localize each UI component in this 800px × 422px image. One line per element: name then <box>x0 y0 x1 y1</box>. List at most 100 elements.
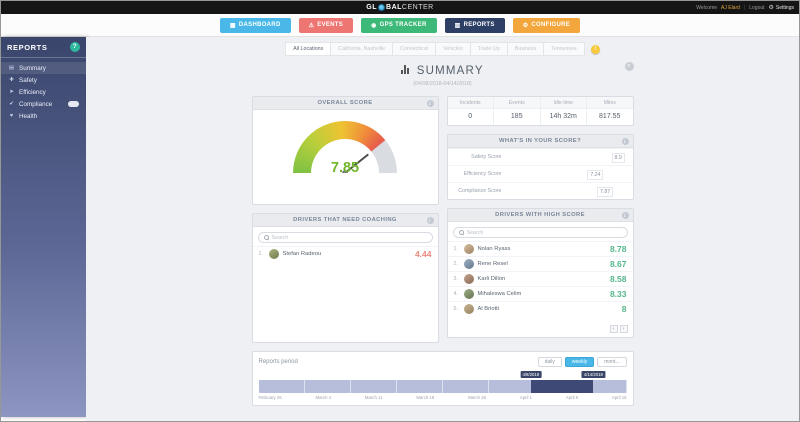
sidebar-title: REPORTS <box>7 42 48 52</box>
driver-name: Al Briotti <box>477 306 500 312</box>
stat-idle-time: Idle time 14h 32m <box>540 97 587 125</box>
shield-icon: ✚ <box>9 77 14 83</box>
tab-3[interactable]: Vehicles <box>436 43 471 55</box>
info-icon[interactable]: i <box>426 217 434 224</box>
tab-5[interactable]: Business <box>508 43 545 55</box>
info-icon[interactable]: i <box>621 212 629 219</box>
nav-dashboard-button[interactable]: ▦ DASHBOARD <box>219 17 291 33</box>
coaching-search <box>257 232 433 243</box>
subtab-row: All Locations California, Nashville Conn… <box>252 42 634 56</box>
reports-sidebar: REPORTS ? ▤ Summary ✚ Safety ➤ Efficienc… <box>1 37 86 417</box>
logo-text-right: CENTER <box>401 4 434 11</box>
tab-2[interactable]: Connecticut <box>393 43 437 55</box>
high-score-search-input[interactable] <box>466 229 622 236</box>
bar-label: Compliance Score <box>458 188 502 194</box>
sidebar-item-label: Compliance <box>19 100 53 108</box>
driver-row[interactable]: 1. Nolan Ryass 8.78 <box>447 241 633 256</box>
info-icon[interactable]: i <box>621 138 629 145</box>
tab-1[interactable]: California, Nashville <box>331 43 394 55</box>
sidebar-help-icon[interactable]: ? <box>70 42 80 52</box>
sidebar-item-safety[interactable]: ✚ Safety <box>1 74 86 86</box>
bar-value: 7.87 <box>597 186 614 197</box>
daily-button[interactable]: daily <box>537 357 562 367</box>
nav-label: GPS TRACKER <box>379 22 427 28</box>
driver-row[interactable]: 1. Stefan Radeou 4.44 <box>252 246 438 261</box>
axis-label: March 18 <box>416 395 435 400</box>
configure-gear-icon: ⚙ <box>522 22 529 29</box>
sidebar-item-efficiency[interactable]: ➤ Efficiency <box>1 86 86 98</box>
monthly-button[interactable]: mont... <box>597 357 627 367</box>
driver-name: Stefan Radeou <box>282 251 322 257</box>
bar-label: Safety Score <box>471 154 502 160</box>
next-page-button[interactable]: › <box>619 325 628 333</box>
tab-all-locations[interactable]: All Locations <box>286 43 332 55</box>
driver-name: Mihaleswa Celim <box>477 291 522 297</box>
sidebar-item-health[interactable]: ♥ Health <box>1 110 86 122</box>
axis-label: April 8 <box>565 395 579 400</box>
info-icon[interactable]: i <box>426 100 434 107</box>
nav-configure-button[interactable]: ⚙ CONFIGURE <box>512 17 581 33</box>
stat-value: 14h 32m <box>549 113 577 120</box>
report-chart-icon: ▥ <box>454 22 461 29</box>
axis-label: March 4 <box>315 395 332 400</box>
tab-4[interactable]: Trade Up <box>471 43 508 55</box>
pagination: ‹ › <box>448 322 633 337</box>
period-timeline[interactable] <box>258 380 627 393</box>
driver-rank: 1. <box>258 251 263 257</box>
stat-value: 0 <box>468 113 473 120</box>
sidebar-item-compliance[interactable]: ✔ Compliance <box>1 98 86 110</box>
page-subtitle: (04/08/2018-04/14/2018) <box>413 81 472 87</box>
high-score-header: DRIVERS WITH HIGH SCORE i <box>447 209 633 222</box>
range-end-tooltip: 4/14/2018 <box>581 371 605 378</box>
bar-track: 8.9 <box>506 152 627 163</box>
driver-score: 8.67 <box>609 259 627 269</box>
axis-label: March 11 <box>364 395 383 400</box>
logout-link[interactable]: Logout <box>749 4 765 11</box>
right-column: Incidents 0 Events 185 Idle time 14h 32m <box>446 96 634 343</box>
driver-avatar <box>463 274 474 284</box>
driver-row[interactable]: 3. Karli Dillon 8.58 <box>447 271 633 286</box>
driver-rank: 5. <box>453 306 458 312</box>
sidebar-item-label: Summary <box>19 64 46 72</box>
nav-events-button[interactable]: ⚠ EVENTS <box>298 17 354 33</box>
left-column: OVERALL SCORE i 7.85 DR <box>251 96 439 343</box>
nav-gps-tracker-button[interactable]: ◉ GPS TRACKER <box>361 17 437 33</box>
nav-reports-button[interactable]: ▥ REPORTS <box>444 17 505 33</box>
coaching-header: DRIVERS THAT NEED COACHING i <box>252 214 438 227</box>
period-label: Reports period <box>258 359 298 365</box>
sidebar-menu: ▤ Summary ✚ Safety ➤ Efficiency ✔ Compli… <box>1 58 86 122</box>
tips-icon[interactable]: ! <box>590 44 600 54</box>
tab-6[interactable]: Tennessee <box>551 46 577 52</box>
checkmark-icon: ✔ <box>9 101 14 107</box>
driver-name: Rene Resel <box>477 261 508 267</box>
efficiency-icon: ➤ <box>9 89 14 95</box>
driver-row[interactable]: 5. Al Briotti 8 <box>447 301 633 316</box>
period-buttons: daily weekly mont... <box>537 357 627 367</box>
sidebar-item-summary[interactable]: ▤ Summary <box>1 62 86 74</box>
search-icon <box>263 235 269 240</box>
weekly-button[interactable]: weekly <box>564 357 595 367</box>
summary-icon: ▤ <box>8 65 15 71</box>
bar-value: 7.24 <box>587 169 604 180</box>
page-title: SUMMARY <box>416 65 484 77</box>
export-icon[interactable]: ≡ <box>624 62 634 71</box>
bar-track: 7.24 <box>506 169 627 180</box>
main-area: All Locations California, Nashville Conn… <box>86 37 799 421</box>
timeline-selection[interactable] <box>530 380 594 393</box>
axis-label: February 26 <box>258 395 282 400</box>
panel-title: OVERALL SCORE <box>317 100 373 106</box>
heart-icon: ♥ <box>9 113 14 119</box>
driver-rank: 2. <box>453 261 458 267</box>
title-row: SUMMARY (04/08/2018-04/14/2018) ≡ <box>252 61 634 87</box>
overall-score-header: OVERALL SCORE i <box>252 97 438 110</box>
prev-page-button[interactable]: ‹ <box>609 325 618 333</box>
logo-text-mid: BAL <box>386 4 402 11</box>
compliance-badge <box>68 101 79 107</box>
coaching-search-input[interactable] <box>271 234 427 241</box>
driver-row[interactable]: 4. Mihaleswa Celim 8.33 <box>447 286 633 301</box>
driver-row[interactable]: 2. Rene Resel 8.67 <box>447 256 633 271</box>
sidebar-item-label: Efficiency <box>19 88 46 96</box>
axis-label: March 25 <box>468 395 487 400</box>
settings-link[interactable]: ⚙ Settings <box>769 4 794 12</box>
